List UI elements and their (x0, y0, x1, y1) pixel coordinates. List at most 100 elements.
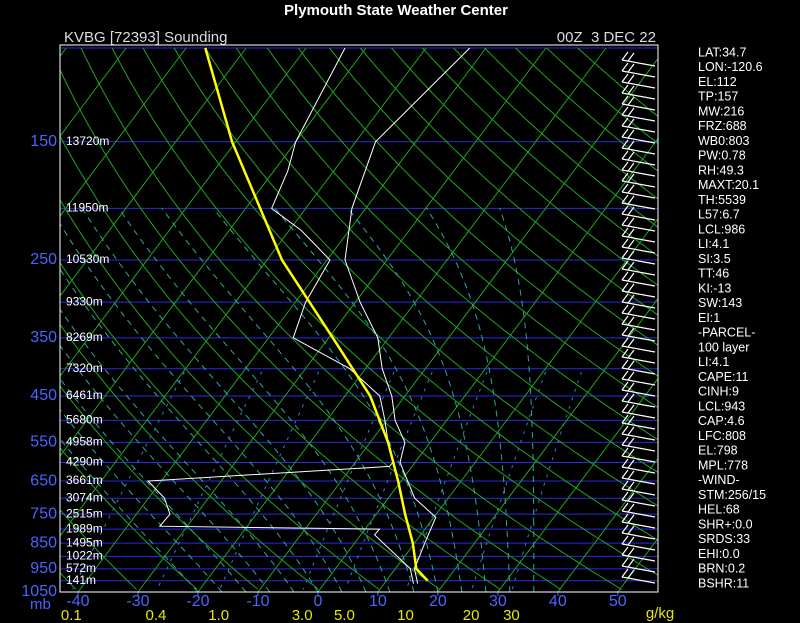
x-tick-label: 40 (549, 593, 567, 610)
x-tick-label: -30 (126, 593, 149, 610)
mixing-ratio-label: 5.0 (334, 607, 355, 623)
wind-barb (621, 62, 656, 78)
stat-line: MPL:778 (698, 458, 748, 472)
stat-line: WB0:803 (698, 134, 749, 148)
wind-barb (621, 337, 656, 353)
stat-line: BSHR:11 (698, 576, 749, 590)
mixing-unit: g/kg (646, 605, 674, 622)
x-tick-label: 20 (429, 593, 447, 610)
height-label: 141m (66, 573, 96, 587)
stat-line: LCL:943 (698, 399, 745, 413)
mixing-ratio-line (344, 371, 433, 590)
wind-barb (621, 370, 656, 386)
stat-line: KI:-13 (698, 281, 731, 295)
moist-adiabat (274, 207, 463, 592)
moist-adiabat (499, 207, 535, 592)
wind-barb (621, 513, 656, 529)
wind-barb (621, 205, 656, 221)
stat-line: RH:49.3 (698, 163, 744, 177)
x-tick-label: -40 (66, 593, 89, 610)
mixing-ratio-label: 0.4 (146, 607, 167, 623)
wind-barb (621, 524, 656, 540)
stat-line: CAPE:11 (698, 370, 749, 384)
dry-adiabat (60, 323, 319, 590)
mixing-ratio-label: 30 (503, 607, 520, 623)
wind-barb (621, 249, 656, 265)
wind-barb (621, 95, 656, 111)
dry-adiabat (484, 47, 658, 200)
height-label: 3074m (66, 490, 103, 504)
y-tick-label: 850 (30, 534, 57, 551)
wind-barb (621, 315, 656, 331)
height-label: 8269m (66, 330, 103, 344)
dry-adiabat (204, 47, 658, 474)
moist-adiabat (60, 377, 247, 592)
isotherm (497, 377, 658, 592)
wind-barb (621, 216, 656, 232)
y-tick-label: 450 (30, 387, 57, 404)
stat-line: LON:-120.6 (698, 60, 763, 74)
y-tick-label: 350 (30, 329, 57, 346)
x-tick-label: 30 (489, 593, 507, 610)
dry-adiabat (142, 47, 658, 541)
dry-adiabat (329, 47, 658, 346)
wind-barb (621, 227, 656, 243)
wind-barb (621, 359, 656, 375)
wind-barb (621, 106, 656, 122)
wind-barb (621, 293, 656, 309)
y-tick-label: 950 (30, 560, 57, 577)
y-tick-label: 650 (30, 472, 57, 489)
stat-line: -WIND- (698, 473, 740, 487)
wind-barb (621, 491, 656, 507)
wind-barb (621, 458, 656, 474)
wind-barb (621, 546, 656, 562)
isotherm (60, 47, 367, 457)
isotherm (60, 47, 187, 217)
dry-adiabat (422, 47, 658, 257)
wind-barb (621, 161, 656, 177)
dry-adiabat (60, 68, 562, 590)
wind-barb (621, 260, 656, 276)
wind-barb (621, 304, 656, 320)
moist-adiabat (118, 207, 391, 592)
dry-adiabat (80, 47, 622, 590)
stat-line: TT:46 (698, 267, 729, 281)
wind-barb (621, 172, 656, 188)
wind-barb (621, 403, 656, 419)
stat-line: TH:5539 (698, 193, 746, 207)
stat-line: SI:3.5 (698, 252, 731, 266)
height-label: 11950m (66, 201, 108, 215)
mixing-ratio-label: 3.0 (292, 607, 313, 623)
height-label: 4290m (66, 455, 103, 469)
dry-adiabat (235, 47, 658, 441)
wind-barb (621, 326, 656, 342)
parcel-line (204, 47, 429, 582)
stat-line: EL:112 (698, 75, 737, 89)
stat-line: EI:1 (698, 311, 720, 325)
isotherm (557, 457, 658, 592)
height-label: 2515m (66, 506, 103, 520)
x-tick-label: -10 (246, 593, 269, 610)
dry-adiabat (111, 47, 658, 576)
stat-line: 100 layer (698, 340, 749, 354)
mixing-ratio-line (405, 371, 488, 590)
stat-line: EHI:0.0 (698, 547, 740, 561)
wind-barb (621, 183, 656, 199)
y-tick-label: 150 (30, 133, 57, 150)
stat-line: LAT:34.7 (698, 45, 746, 59)
y-tick-label: 250 (30, 251, 57, 268)
height-label: 1495m (66, 535, 103, 549)
y-tick-label: 1050 (21, 583, 57, 600)
height-label: 1989m (66, 521, 103, 535)
mixing-ratio-label: 1.0 (208, 607, 229, 623)
stat-line: SRDS:33 (698, 532, 750, 546)
stat-line: FRZ:688 (698, 119, 747, 133)
moist-adiabat (212, 207, 439, 592)
dry-adiabat (391, 47, 658, 286)
stat-line: PW:0.78 (698, 149, 746, 163)
stat-line: BRN:0.2 (698, 562, 745, 576)
wind-barb (621, 480, 656, 496)
wind-barb (621, 150, 656, 166)
